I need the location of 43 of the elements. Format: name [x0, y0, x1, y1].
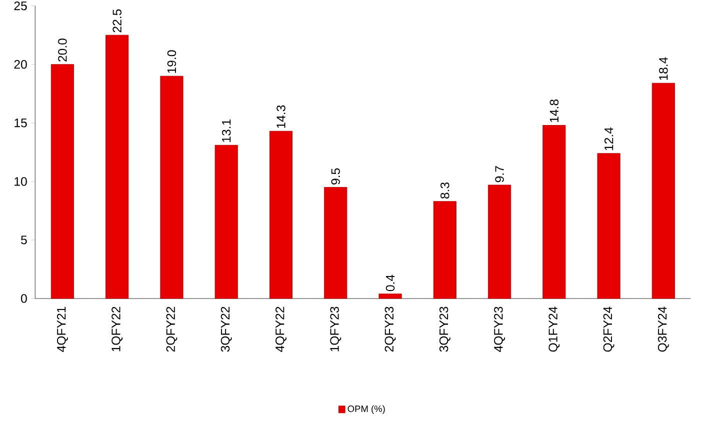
bar	[433, 200, 456, 299]
data-label: 8.3	[440, 182, 450, 198]
x-tick-label: Q2FY24	[603, 306, 614, 352]
data-label: 19.0	[167, 50, 176, 73]
bar	[50, 64, 74, 299]
data-label: 14.3	[276, 105, 286, 128]
x-tick-label: 1QFY22	[112, 306, 123, 352]
data-label: 18.4	[659, 57, 668, 80]
data-label: 13.1	[222, 119, 231, 142]
legend-label: OPM (%)	[348, 405, 385, 414]
x-tick-label: 2QFY23	[384, 306, 396, 352]
x-tick-label: 1QFY23	[330, 306, 342, 352]
y-tick-label: 15	[14, 118, 27, 128]
x-tick-label: 3QFY23	[439, 306, 450, 352]
x-tick-label: 2QFY22	[166, 306, 178, 352]
x-tick-label: 4QFY23	[494, 306, 505, 352]
data-label: 9.5	[331, 168, 340, 184]
data-label: 9.7	[495, 166, 504, 182]
data-label: 22.5	[112, 9, 122, 32]
x-tick-label: 4QFY22	[276, 306, 286, 352]
bar	[106, 34, 129, 299]
x-tick-label: 4QFY21	[56, 306, 68, 352]
bar	[652, 82, 675, 299]
y-tick-label: 5	[21, 236, 27, 244]
bar	[214, 144, 238, 299]
bar	[160, 76, 184, 299]
bar	[324, 186, 348, 299]
x-tick-label: 3QFY22	[220, 306, 232, 352]
y-tick-label: 10	[14, 176, 27, 186]
data-label: 14.8	[550, 99, 559, 122]
data-label: 20.0	[58, 38, 67, 62]
y-tick-label: 0	[21, 294, 27, 303]
data-label: 0.4	[386, 274, 395, 291]
x-tick-label: Q3FY24	[658, 306, 669, 352]
bar	[542, 124, 566, 299]
y-tick-label: 20	[14, 60, 27, 69]
bar	[269, 130, 293, 299]
data-label: 12.4	[604, 127, 614, 150]
bar	[597, 152, 620, 299]
bar	[488, 184, 512, 299]
y-tick-label: 25	[14, 1, 27, 10]
x-tick-label: Q1FY24	[548, 306, 560, 352]
bar	[378, 293, 402, 299]
